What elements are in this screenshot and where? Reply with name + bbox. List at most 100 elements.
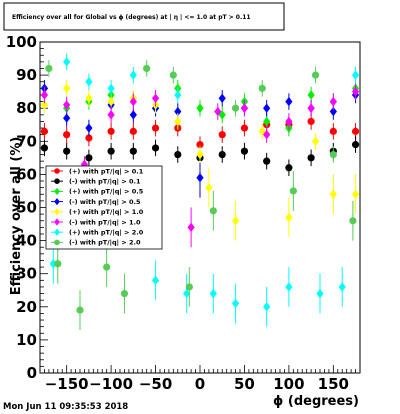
data-point bbox=[174, 116, 182, 127]
data-point bbox=[351, 86, 360, 97]
data-point bbox=[107, 147, 115, 155]
legend-label: (-) with pT/|q| > 0.5 bbox=[69, 198, 141, 207]
data-point bbox=[285, 116, 293, 127]
x-axis: −150 −100 −50 0 50 100 150 bbox=[44, 365, 356, 393]
data-point bbox=[338, 282, 346, 292]
y-tick-label: 90 bbox=[16, 66, 37, 84]
x-tick-label: −50 bbox=[139, 375, 172, 393]
data-point bbox=[40, 100, 49, 110]
data-point bbox=[351, 70, 360, 80]
data-point bbox=[40, 127, 49, 135]
data-point bbox=[63, 100, 71, 110]
data-point bbox=[85, 134, 93, 142]
series-6 bbox=[49, 53, 360, 327]
legend-entry: (-) with pT/|q| > 0.1 bbox=[51, 178, 141, 187]
x-tick-label: 150 bbox=[318, 375, 349, 393]
legend-label: (+) with pT/|q| > 1.0 bbox=[69, 208, 144, 217]
legend-entry: (+) with pT/|q| > 0.1 bbox=[51, 167, 144, 176]
data-point bbox=[63, 113, 71, 123]
data-point bbox=[351, 141, 360, 149]
data-point bbox=[85, 154, 93, 162]
legend-marker bbox=[54, 178, 60, 184]
data-point bbox=[129, 70, 137, 80]
x-tick-label: 50 bbox=[234, 375, 255, 393]
data-point bbox=[307, 154, 315, 162]
data-point bbox=[231, 216, 240, 226]
y-tick-label: 50 bbox=[16, 199, 37, 217]
data-point bbox=[218, 93, 226, 103]
data-point bbox=[107, 110, 115, 120]
timestamp: Mon Jun 11 09:35:53 2018 bbox=[3, 402, 128, 412]
data-point bbox=[263, 157, 271, 165]
legend-entry: (-) with pT/|q| > 2.0 bbox=[51, 239, 141, 248]
x-axis-label: ϕ (degrees) bbox=[273, 394, 359, 409]
data-point bbox=[151, 275, 160, 285]
data-point bbox=[329, 150, 337, 159]
y-tick-label: 0 bbox=[27, 364, 37, 382]
data-point bbox=[307, 90, 315, 100]
data-point bbox=[63, 147, 71, 155]
legend-entry: (+) with pT/|q| > 0.5 bbox=[51, 188, 144, 197]
data-marks bbox=[40, 53, 360, 330]
y-tick-label: 70 bbox=[16, 132, 37, 150]
data-point bbox=[307, 103, 315, 113]
data-point bbox=[151, 144, 160, 152]
legend-marker bbox=[54, 228, 60, 236]
data-point bbox=[107, 96, 115, 107]
series-5 bbox=[40, 83, 360, 248]
data-point bbox=[258, 84, 266, 92]
x-tick-label: 0 bbox=[195, 375, 205, 393]
data-point bbox=[63, 57, 71, 67]
data-point bbox=[209, 207, 217, 215]
data-point bbox=[120, 289, 129, 298]
y-tick-label: 40 bbox=[16, 232, 37, 250]
legend-label: (+) with pT/|q| > 0.5 bbox=[69, 188, 144, 197]
data-point bbox=[49, 259, 57, 269]
legend-marker bbox=[54, 168, 60, 174]
data-point bbox=[285, 212, 293, 223]
data-point bbox=[218, 110, 226, 120]
y-axis-label: Efficiency over all (%) bbox=[9, 137, 24, 296]
y-tick-label: 20 bbox=[16, 298, 37, 316]
data-point bbox=[196, 141, 204, 149]
legend-label: (-) with pT/|q| > 2.0 bbox=[69, 239, 141, 248]
data-point bbox=[205, 182, 213, 193]
legend-entry: (+) with pT/|q| > 2.0 bbox=[51, 229, 144, 238]
y-tick-label: 100 bbox=[6, 33, 37, 51]
data-point bbox=[209, 288, 217, 299]
data-point bbox=[107, 83, 115, 94]
legend-entry: (+) with pT/|q| > 1.0 bbox=[51, 208, 144, 217]
legend-entry: (-) with pT/|q| > 1.0 bbox=[51, 218, 141, 227]
data-point bbox=[85, 77, 93, 87]
y-axis: 0 10 20 30 40 50 60 70 80 90 100 bbox=[6, 33, 48, 382]
data-point bbox=[103, 263, 111, 271]
data-point bbox=[45, 64, 53, 73]
legend-label: (-) with pT/|q| > 1.0 bbox=[69, 218, 141, 227]
legend-marker bbox=[54, 187, 60, 196]
data-point bbox=[129, 96, 137, 107]
data-point bbox=[307, 117, 315, 126]
data-point bbox=[80, 159, 89, 170]
legend-entry: (-) with pT/|q| > 0.5 bbox=[51, 198, 141, 207]
data-point bbox=[196, 103, 204, 113]
data-point bbox=[63, 83, 71, 94]
y-tick-label: 60 bbox=[16, 165, 37, 183]
data-point bbox=[218, 150, 226, 159]
data-point bbox=[218, 131, 226, 139]
y-tick-label: 80 bbox=[16, 99, 37, 117]
x-tick-label: 100 bbox=[273, 375, 304, 393]
data-point bbox=[107, 127, 115, 135]
data-point bbox=[174, 150, 182, 159]
legend-marker bbox=[54, 239, 60, 246]
data-point bbox=[129, 147, 137, 155]
y-tick-label: 10 bbox=[16, 331, 37, 349]
data-point bbox=[316, 288, 324, 299]
data-point bbox=[174, 106, 182, 117]
chart-title-box bbox=[3, 2, 285, 31]
legend-marker bbox=[54, 208, 60, 216]
legend-label: (+) with pT/|q| > 2.0 bbox=[69, 229, 144, 238]
data-point bbox=[240, 103, 249, 113]
legend-marker bbox=[54, 218, 60, 226]
data-point bbox=[263, 103, 271, 113]
